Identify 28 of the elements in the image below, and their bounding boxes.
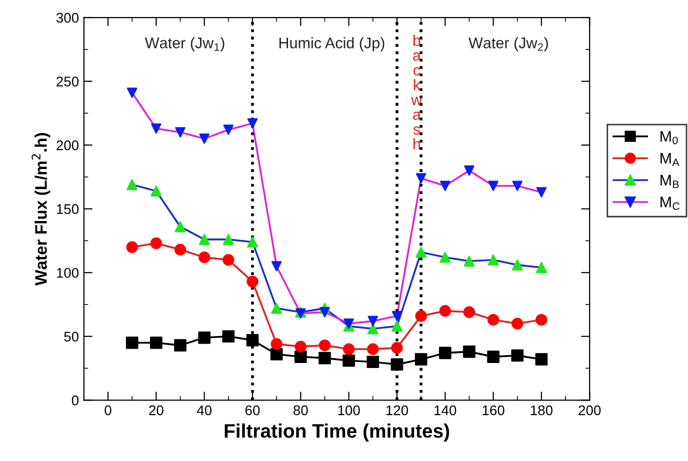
x-tick-label: 120 bbox=[386, 405, 408, 416]
y-tick-label: 300 bbox=[56, 12, 79, 23]
x-tick-label: 0 bbox=[104, 405, 112, 416]
y-tick-label: 50 bbox=[64, 332, 79, 342]
annotation: Humic Acid (Jp) bbox=[279, 37, 384, 52]
y-tick-label: 150 bbox=[56, 204, 79, 214]
x-tick-label: 100 bbox=[338, 405, 360, 416]
x-tick-label: 160 bbox=[482, 405, 504, 416]
legend-label: M$_{0}$ bbox=[660, 131, 678, 144]
annotation: Water (Jw$_{2}$) bbox=[468, 37, 548, 52]
x-tick-label: 200 bbox=[578, 405, 601, 416]
x-tick-label: 20 bbox=[149, 405, 164, 416]
legend-label: M$_{B}$ bbox=[660, 174, 679, 188]
y-tick-label: 250 bbox=[56, 76, 79, 86]
x-tick-label: 140 bbox=[434, 405, 456, 416]
legend-label: M$_{C}$ bbox=[660, 196, 680, 210]
annotation: Water (Jw$_{1}$) bbox=[144, 37, 224, 52]
y-tick-label: 100 bbox=[56, 268, 79, 278]
legend-label: M$_{A}$ bbox=[660, 153, 680, 166]
y-tick-label: 200 bbox=[56, 140, 79, 150]
y-axis-title: Water Flux (L/m$^{2}$.h) bbox=[32, 133, 50, 286]
x-tick-label: 60 bbox=[245, 405, 260, 416]
x-tick-label: 40 bbox=[196, 405, 212, 416]
x-tick-label: 180 bbox=[530, 405, 552, 416]
y-tick-label: 0 bbox=[72, 395, 79, 406]
annotation: backwash bbox=[411, 34, 422, 150]
x-axis-title: Filtration Time (minutes) bbox=[224, 424, 450, 442]
x-tick-label: 80 bbox=[294, 405, 308, 416]
